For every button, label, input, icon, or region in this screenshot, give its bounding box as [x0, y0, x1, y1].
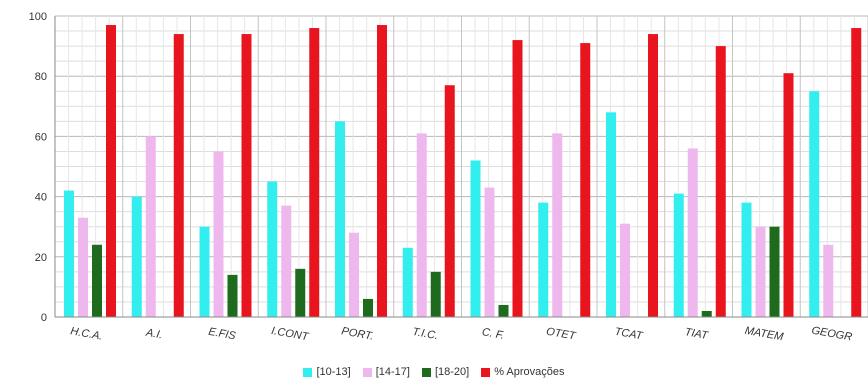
bar-I.CONT-[18-20]: [295, 268, 306, 317]
bar-A.I.-% Aprovações: [173, 34, 184, 318]
x-tick-label: A.I.: [144, 327, 163, 342]
x-tick-label: T.I.C.: [411, 326, 439, 342]
bar-PORT.-[18-20]: [363, 298, 373, 317]
legend-swatch: [303, 367, 313, 377]
y-tick-label: 60: [35, 131, 47, 143]
y-tick-label: 40: [35, 192, 47, 204]
bar-MATEM-% Aprovações: [783, 73, 794, 317]
x-tick-label: TCAT: [614, 326, 645, 343]
bar-GEOGR-[14-17]: [823, 244, 834, 317]
x-tick-label: C. F.: [481, 326, 505, 342]
legend-label: [14-17]: [375, 366, 410, 378]
bar-I.CONT-[10-13]: [267, 181, 278, 317]
bar-H.C.A.-% Aprovações: [106, 25, 116, 318]
x-tick-label: OTET: [545, 326, 577, 343]
bar-I.CONT-% Aprovações: [309, 28, 320, 317]
legend-item-14-17: [14-17]: [362, 366, 410, 378]
y-axis-tick-labels: 0 20 40 60 80 100: [29, 11, 47, 324]
bar-PORT.-[14-17]: [349, 232, 359, 317]
bar-H.C.A.-[10-13]: [64, 190, 74, 317]
bar-TCAT-[10-13]: [606, 112, 616, 317]
bar-E.FIS-[10-13]: [199, 226, 210, 317]
legend-swatch: [421, 367, 431, 377]
bar-TIAT-[14-17]: [687, 148, 698, 317]
bar-C. F.-[14-17]: [484, 187, 495, 317]
legend-label: [10-13]: [316, 366, 351, 378]
bar-T.I.C.-[14-17]: [416, 133, 427, 317]
bar-chart: 0 20 40 60 80 100 H.C.A. A.I. E.FIS I.CONT PORT. T…: [29, 11, 868, 344]
bar-MATEM-[10-13]: [741, 202, 752, 317]
bar-OTET-[14-17]: [552, 133, 563, 317]
bar-H.C.A.-[18-20]: [92, 244, 102, 317]
x-tick-label: I.CONT: [270, 325, 310, 344]
y-tick-label: 100: [29, 11, 47, 23]
bar-I.CONT-[14-17]: [281, 205, 292, 317]
x-tick-label: MATEM: [744, 325, 785, 344]
bar-GEOGR-[10-13]: [809, 91, 820, 317]
bar-A.I.-[14-17]: [145, 136, 156, 317]
y-tick-label: 0: [41, 312, 47, 324]
legend: [10-13] [14-17] [18-20] % Aprovações: [0, 366, 868, 378]
y-tick-label: 20: [35, 252, 47, 264]
legend-label: [18-20]: [434, 366, 470, 378]
x-tick-label: TIAT: [684, 326, 710, 342]
bar-TIAT-% Aprovações: [715, 46, 726, 317]
y-tick-label: 80: [35, 71, 47, 83]
bar-E.FIS-[14-17]: [213, 151, 224, 317]
x-tick-label: H.C.A.: [70, 325, 104, 342]
legend-item-10-13: [10-13]: [303, 366, 351, 378]
x-tick-label: PORT.: [341, 325, 375, 342]
x-axis-tick-labels: H.C.A. A.I. E.FIS I.CONT PORT. T.I.C. C. F. OTE…: [70, 325, 854, 344]
bar-C. F.-[10-13]: [470, 160, 481, 317]
legend-item-18-20: [18-20]: [421, 366, 470, 378]
legend-item-aprovacoes: % Aprovações: [481, 366, 565, 378]
bar-T.I.C.-% Aprovações: [444, 85, 455, 317]
bar-TCAT-% Aprovações: [648, 34, 658, 318]
legend-label: % Aprovações: [494, 366, 565, 378]
bars: [64, 25, 862, 318]
bar-T.I.C.-[10-13]: [402, 247, 413, 317]
x-tick-label: E.FIS: [207, 326, 237, 343]
bar-A.I.-[10-13]: [131, 196, 142, 317]
bar-E.FIS-% Aprovações: [241, 34, 252, 318]
x-tick-label: GEOGR: [811, 325, 853, 344]
bar-PORT.-% Aprovações: [377, 25, 387, 318]
bar-H.C.A.-[14-17]: [78, 217, 88, 317]
bar-OTET-% Aprovações: [580, 43, 591, 318]
bar-TCAT-[14-17]: [620, 223, 630, 317]
bar-GEOGR-% Aprovações: [851, 28, 862, 317]
bar-OTET-[10-13]: [538, 202, 549, 317]
bar-C. F.-[18-20]: [498, 304, 509, 317]
bar-TIAT-[18-20]: [701, 310, 712, 317]
legend-swatch: [481, 367, 491, 377]
bar-T.I.C.-[18-20]: [430, 271, 441, 317]
bar-MATEM-[14-17]: [755, 226, 766, 317]
bar-E.FIS-[18-20]: [227, 274, 238, 317]
gridlines: [55, 15, 868, 318]
bar-PORT.-[10-13]: [335, 121, 345, 317]
bar-MATEM-[18-20]: [769, 226, 780, 317]
legend-swatch: [362, 367, 372, 377]
bar-C. F.-% Aprovações: [512, 40, 523, 318]
bar-TIAT-[10-13]: [673, 193, 684, 317]
